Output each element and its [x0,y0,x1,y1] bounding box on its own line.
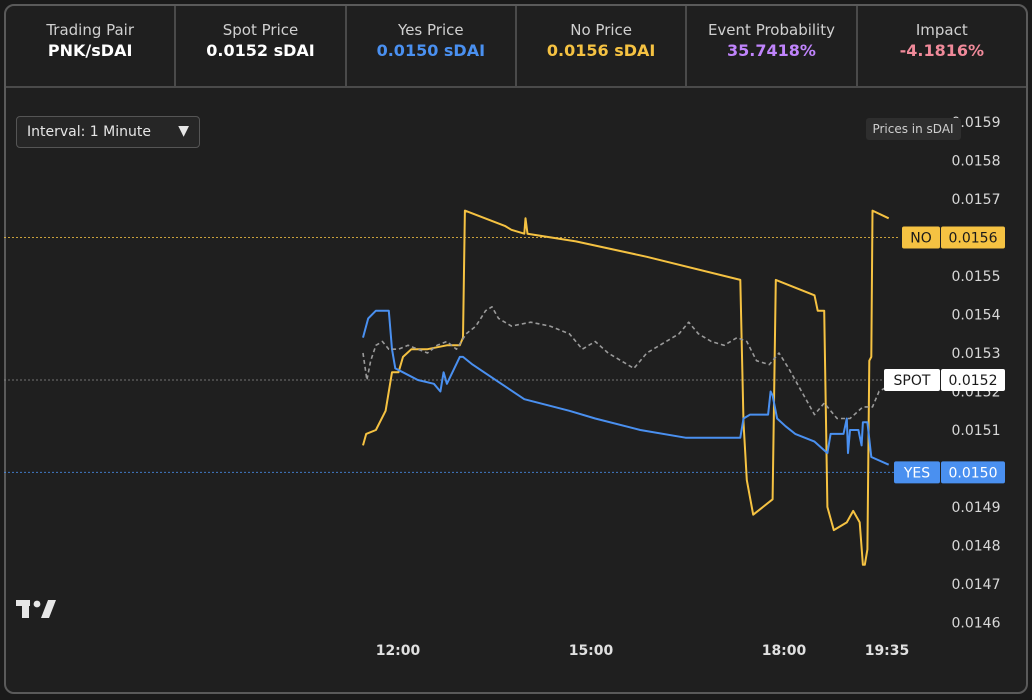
stat-label: Yes Price [398,21,464,39]
price-tag-value-no [941,226,1005,249]
stat-label: Impact [915,21,968,39]
price-tag-value-spot [941,368,1005,391]
tradingview-logo-icon[interactable] [16,598,56,624]
x-tick-label: 15:00 [569,643,614,659]
stat-yes-price: Yes Price 0.0150 sDAI [347,6,517,86]
price-tag-name-spot [884,368,940,391]
y-tick-label: 0.0155 [952,269,1001,285]
series-line-no [362,209,890,566]
price-tag-name-label: YES [903,465,930,481]
y-tick-label: 0.0151 [952,423,1001,439]
price-tag-name-yes [894,461,940,484]
stat-value: PNK/sDAI [47,41,133,60]
x-tick-label: 12:00 [376,643,421,659]
series-line-spot [362,306,886,420]
y-tick-label: 0.0147 [952,577,1001,593]
y-tick-label: 0.0157 [952,192,1001,208]
interval-select[interactable]: Interval: 1 Minute ▼ [16,116,200,148]
y-tick-label: 0.0148 [952,539,1001,555]
stat-no-price: No Price 0.0156 sDAI [517,6,688,86]
stat-event-probability: Event Probability 35.7418% [687,6,858,86]
price-tag-name-label: NO [910,231,932,247]
stat-label: No Price [570,21,633,39]
price-tag-value-label: 0.0150 [949,465,998,481]
y-tick-label: 0.0149 [952,500,1001,516]
chevron-down-icon: ▼ [178,123,189,139]
units-badge [866,118,961,140]
price-tag-value-yes [941,461,1005,484]
y-tick-label: 0.0146 [952,616,1001,632]
y-tick-label: 0.0154 [952,308,1001,324]
stat-label: Spot Price [222,21,299,39]
interval-label: Interval: 1 Minute [27,124,151,140]
stat-label: Trading Pair [46,21,135,39]
price-tag-name-label: SPOT [894,373,931,389]
stat-value: 0.0150 sDAI [376,41,486,60]
price-tag-name-no [902,226,940,249]
stat-label: Event Probability [707,21,835,39]
stat-value: -4.1816% [899,41,985,60]
series-line-yes [362,309,890,466]
stat-value: 0.0156 sDAI [546,41,656,60]
stat-value: 0.0152 sDAI [206,41,315,60]
x-tick-label: 19:35 [865,643,910,659]
stat-value: 35.7418% [727,41,816,60]
units-badge-label: Prices in sDAI [872,122,953,136]
stat-spot-price: Spot Price 0.0152 sDAI [176,6,347,86]
y-tick-label: 0.0158 [952,154,1001,170]
price-tag-value-label: 0.0156 [949,231,998,247]
y-tick-label: 0.0159 [952,115,1001,131]
y-tick-label: 0.0153 [952,346,1001,362]
x-tick-label: 18:00 [762,643,807,659]
stat-trading-pair: Trading Pair PNK/sDAI [6,6,177,86]
stats-bar: Trading Pair PNK/sDAI Spot Price 0.0152 … [6,6,1026,88]
stat-impact: Impact -4.1816% [858,6,1026,86]
price-tag-value-label: 0.0152 [949,373,998,389]
